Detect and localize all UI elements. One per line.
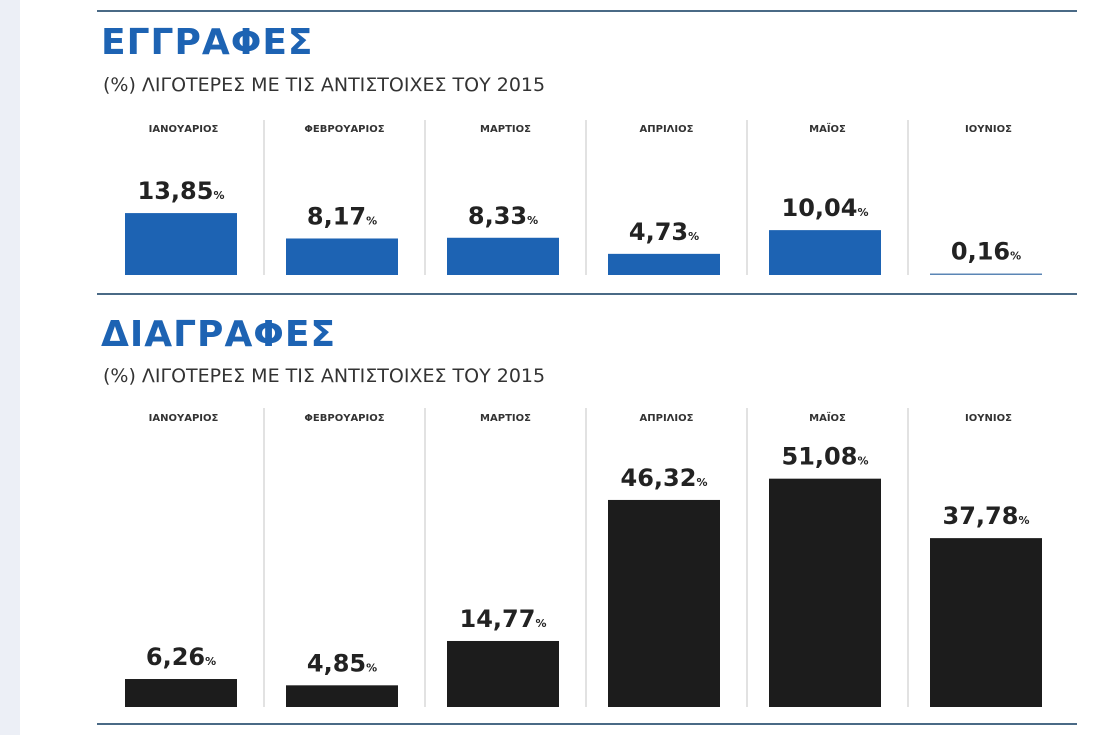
bar-deletions bbox=[769, 478, 881, 707]
chart-subtitle-deletions: (%) ΛΙΓΟΤΕΡΕΣ ΜΕ ΤΙΣ ΑΝΤΙΣΤΟΙΧΕΣ ΤΟΥ 201… bbox=[103, 365, 546, 387]
percent-sign: % bbox=[857, 206, 868, 219]
value-label: 0,16% bbox=[951, 238, 1021, 266]
bar-deletions bbox=[608, 499, 720, 707]
value-label: 8,17% bbox=[307, 202, 377, 230]
bar-deletions bbox=[447, 640, 559, 707]
bar-registrations bbox=[125, 213, 237, 275]
month-label: ΜΑΪΟΣ bbox=[809, 121, 846, 135]
percent-sign: % bbox=[213, 189, 224, 202]
value-number: 0,16 bbox=[951, 238, 1010, 266]
top-rule bbox=[97, 10, 1077, 12]
value-number: 4,73 bbox=[629, 218, 688, 246]
percent-sign: % bbox=[1010, 250, 1021, 263]
month-label: ΦΕΒΡΟΥΑΡΙΟΣ bbox=[304, 124, 384, 135]
bar-registrations bbox=[769, 230, 881, 275]
value-label: 6,26% bbox=[146, 643, 216, 671]
value-label: 51,08% bbox=[782, 443, 869, 471]
month-label: ΜΑΡΤΙΟΣ bbox=[480, 413, 531, 424]
chart-title-registrations: ΕΓΓΡΑΦΕΣ bbox=[101, 22, 314, 63]
month-label: ΙΟΥΝΙΟΣ bbox=[965, 124, 1012, 135]
bar-registrations bbox=[608, 253, 720, 275]
month-label: ΑΠΡΙΛΙΟΣ bbox=[640, 413, 694, 424]
value-label: 8,33% bbox=[468, 202, 538, 230]
month-label: ΙΑΝΟΥΑΡΙΟΣ bbox=[149, 124, 219, 135]
percent-sign: % bbox=[527, 214, 538, 227]
percent-sign: % bbox=[535, 617, 546, 630]
value-number: 37,78 bbox=[943, 502, 1019, 530]
value-label: 13,85% bbox=[138, 177, 225, 205]
value-label: 37,78% bbox=[943, 502, 1030, 530]
left-margin-strip bbox=[0, 0, 20, 735]
bottom-rule bbox=[97, 723, 1077, 725]
chart-subtitle-registrations: (%) ΛΙΓΟΤΕΡΕΣ ΜΕ ΤΙΣ ΑΝΤΙΣΤΟΙΧΕΣ ΤΟΥ 201… bbox=[103, 74, 546, 96]
middle-rule bbox=[97, 293, 1077, 295]
value-label: 4,73% bbox=[629, 218, 699, 246]
percent-sign: % bbox=[366, 661, 377, 674]
bar-registrations bbox=[930, 273, 1042, 275]
value-number: 4,85 bbox=[307, 649, 366, 677]
percent-sign: % bbox=[688, 230, 699, 243]
value-number: 13,85 bbox=[138, 177, 214, 205]
bar-registrations bbox=[286, 238, 398, 275]
percent-sign: % bbox=[857, 455, 868, 468]
value-number: 51,08 bbox=[782, 443, 858, 471]
month-label: ΦΕΒΡΟΥΑΡΙΟΣ bbox=[304, 413, 384, 424]
value-number: 8,33 bbox=[468, 202, 527, 230]
bar-deletions bbox=[930, 538, 1042, 707]
percent-sign: % bbox=[205, 655, 216, 668]
value-number: 10,04 bbox=[782, 194, 858, 222]
value-label: 46,32% bbox=[621, 464, 708, 492]
bar-deletions bbox=[125, 679, 237, 707]
value-number: 14,77 bbox=[460, 605, 536, 633]
value-number: 8,17 bbox=[307, 202, 366, 230]
month-label: ΑΠΡΙΛΙΟΣ bbox=[640, 124, 694, 135]
bar-deletions bbox=[286, 685, 398, 707]
value-label: 4,85% bbox=[307, 649, 377, 677]
month-label: ΙΑΝΟΥΑΡΙΟΣ bbox=[149, 413, 219, 424]
chart-title-deletions: ΔΙΑΓΡΑΦΕΣ bbox=[101, 314, 337, 355]
percent-sign: % bbox=[366, 214, 377, 227]
value-number: 46,32 bbox=[621, 464, 697, 492]
bar-registrations bbox=[447, 237, 559, 275]
value-label: 10,04% bbox=[782, 194, 869, 222]
percent-sign: % bbox=[1018, 514, 1029, 527]
value-label: 14,77% bbox=[460, 605, 547, 633]
month-label: ΜΑΡΤΙΟΣ bbox=[480, 124, 531, 135]
month-label: ΙΟΥΝΙΟΣ bbox=[965, 413, 1012, 424]
value-number: 6,26 bbox=[146, 643, 205, 671]
month-label: ΜΑΪΟΣ bbox=[809, 410, 846, 424]
percent-sign: % bbox=[696, 476, 707, 489]
